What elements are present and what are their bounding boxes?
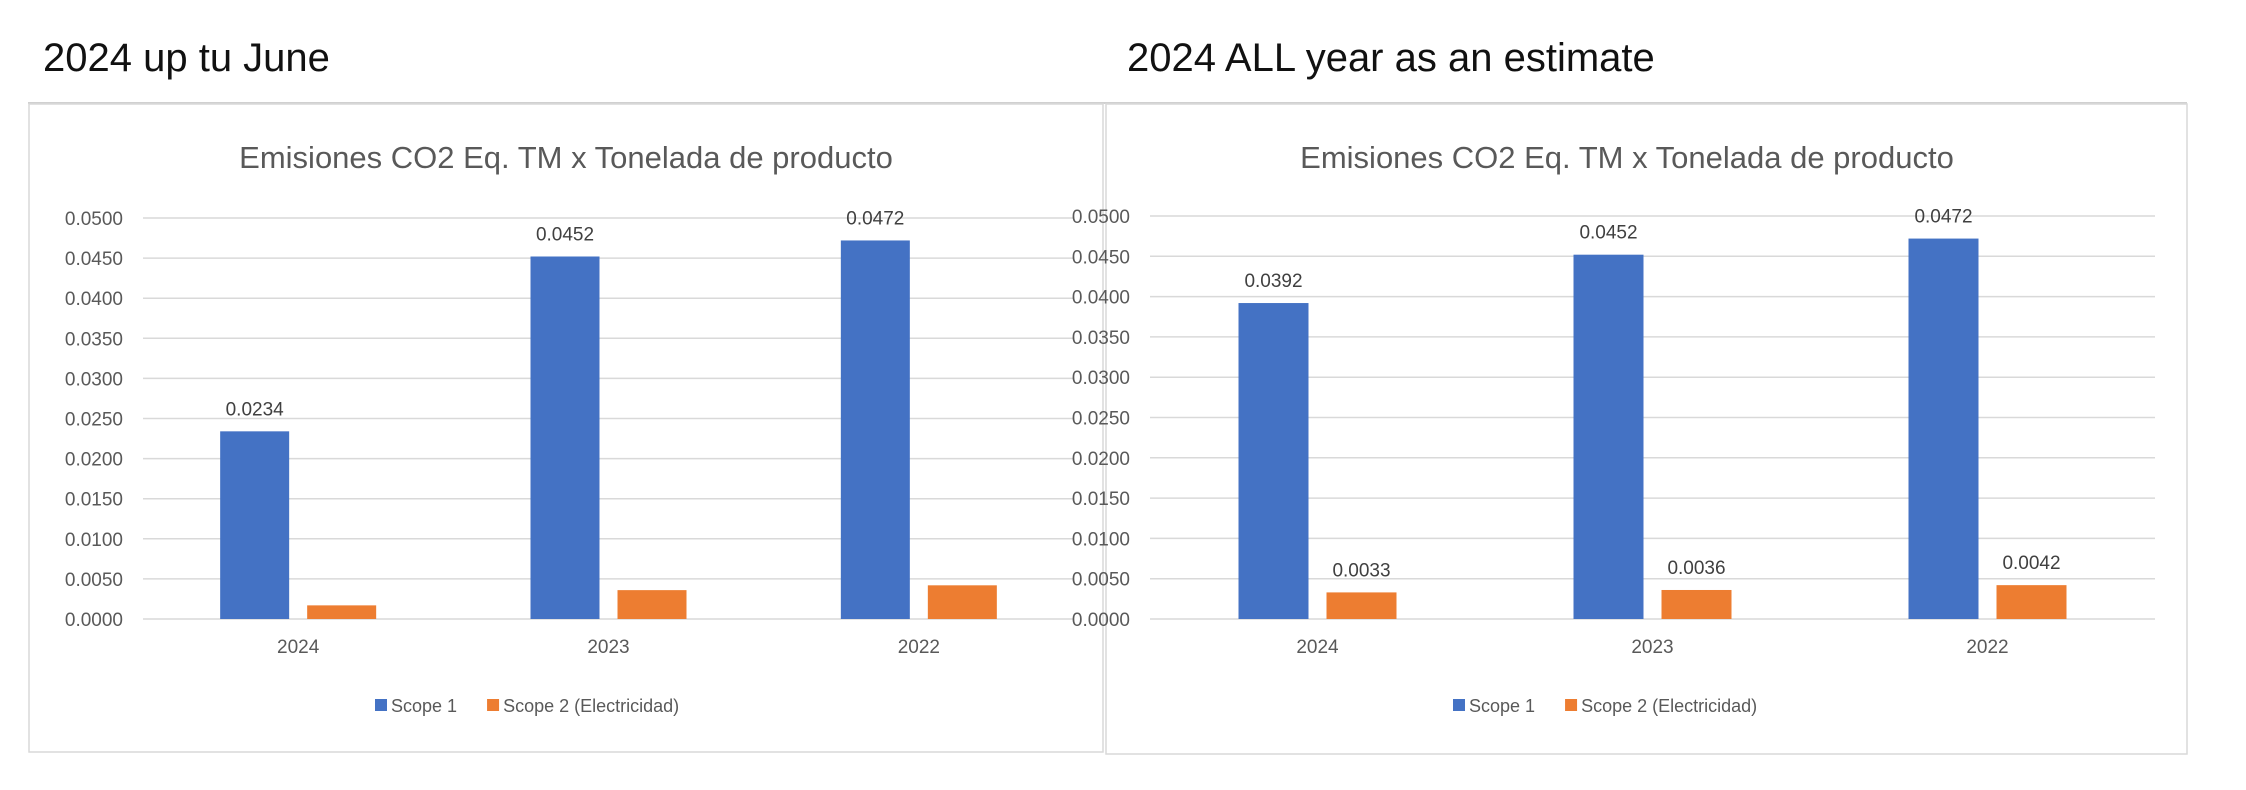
- bar-scope2-2022: [1996, 585, 2067, 619]
- bar-scope2-2023: [1661, 589, 1732, 619]
- bar-scope1-2022: [840, 240, 910, 619]
- bar-scope2-2023: [617, 590, 687, 619]
- y-tick-label: 0.0500: [65, 209, 123, 230]
- bar-scope2-2024: [307, 605, 377, 619]
- x-tick-label: 2024: [1296, 637, 1339, 658]
- legend-swatch: [1453, 699, 1465, 711]
- y-tick-label: 0.0300: [65, 369, 123, 390]
- data-label: 0.0036: [1667, 558, 1725, 579]
- bar-scope1-2023: [530, 256, 600, 619]
- legend-entry: Scope 1: [1469, 696, 1535, 716]
- y-tick-label: 0.0400: [65, 289, 123, 310]
- x-tick-label: 2024: [277, 637, 320, 658]
- legend-swatch: [487, 699, 500, 711]
- bar-scope2-2024: [1326, 592, 1397, 619]
- bar-scope1-2024: [1238, 303, 1309, 619]
- y-tick-label: 0.0050: [65, 570, 123, 591]
- y-tick-label: 0.0300: [1072, 368, 1130, 389]
- chart-title: Emisiones CO2 Eq. TM x Tonelada de produ…: [239, 140, 893, 175]
- data-label: 0.0033: [1332, 560, 1390, 581]
- y-tick-label: 0.0100: [1072, 529, 1130, 550]
- y-tick-label: 0.0200: [65, 450, 123, 471]
- data-label: 0.0392: [1244, 271, 1302, 292]
- bar-scope2-2022: [927, 585, 997, 619]
- data-label: 0.0472: [846, 208, 904, 229]
- y-tick-label: 0.0150: [1072, 489, 1130, 510]
- y-tick-label: 0.0250: [65, 410, 123, 431]
- y-tick-label: 0.0450: [1072, 247, 1130, 268]
- y-tick-label: 0.0150: [65, 490, 123, 511]
- data-label: 0.0234: [226, 399, 285, 420]
- y-tick-label: 0.0450: [65, 249, 123, 270]
- x-tick-label: 2022: [1966, 637, 2008, 658]
- legend-entry: Scope 2 (Electricidad): [503, 696, 679, 716]
- heading-left: 2024 up tu June: [43, 36, 330, 80]
- y-tick-label: 0.0100: [65, 530, 123, 551]
- x-tick-label: 2023: [587, 637, 629, 658]
- y-tick-label: 0.0050: [1072, 570, 1130, 591]
- data-label: 0.0452: [536, 224, 594, 245]
- bar-scope1-2024: [220, 431, 290, 619]
- y-tick-label: 0.0200: [1072, 449, 1130, 470]
- y-tick-label: 0.0350: [65, 329, 123, 350]
- x-tick-label: 2023: [1631, 637, 1673, 658]
- y-tick-label: 0.0400: [1072, 288, 1130, 309]
- heading-right: 2024 ALL year as an estimate: [1127, 36, 1655, 80]
- y-tick-label: 0.0350: [1072, 328, 1130, 349]
- chart-title: Emisiones CO2 Eq. TM x Tonelada de produ…: [1300, 140, 1954, 175]
- x-tick-label: 2022: [898, 637, 940, 658]
- bar-scope1-2023: [1573, 254, 1644, 620]
- y-tick-label: 0.0000: [1072, 610, 1130, 631]
- data-label: 0.0042: [2002, 553, 2060, 574]
- y-tick-label: 0.0250: [1072, 409, 1130, 430]
- legend-swatch: [1565, 699, 1578, 711]
- legend-entry: Scope 2 (Electricidad): [1581, 696, 1757, 716]
- legend-entry: Scope 1: [391, 696, 457, 716]
- bar-scope1-2022: [1908, 238, 1979, 619]
- y-tick-label: 0.0000: [65, 610, 123, 631]
- y-tick-label: 0.0500: [1072, 207, 1130, 228]
- data-label: 0.0452: [1579, 223, 1637, 244]
- data-label: 0.0472: [1914, 207, 1972, 228]
- legend-swatch: [375, 699, 387, 711]
